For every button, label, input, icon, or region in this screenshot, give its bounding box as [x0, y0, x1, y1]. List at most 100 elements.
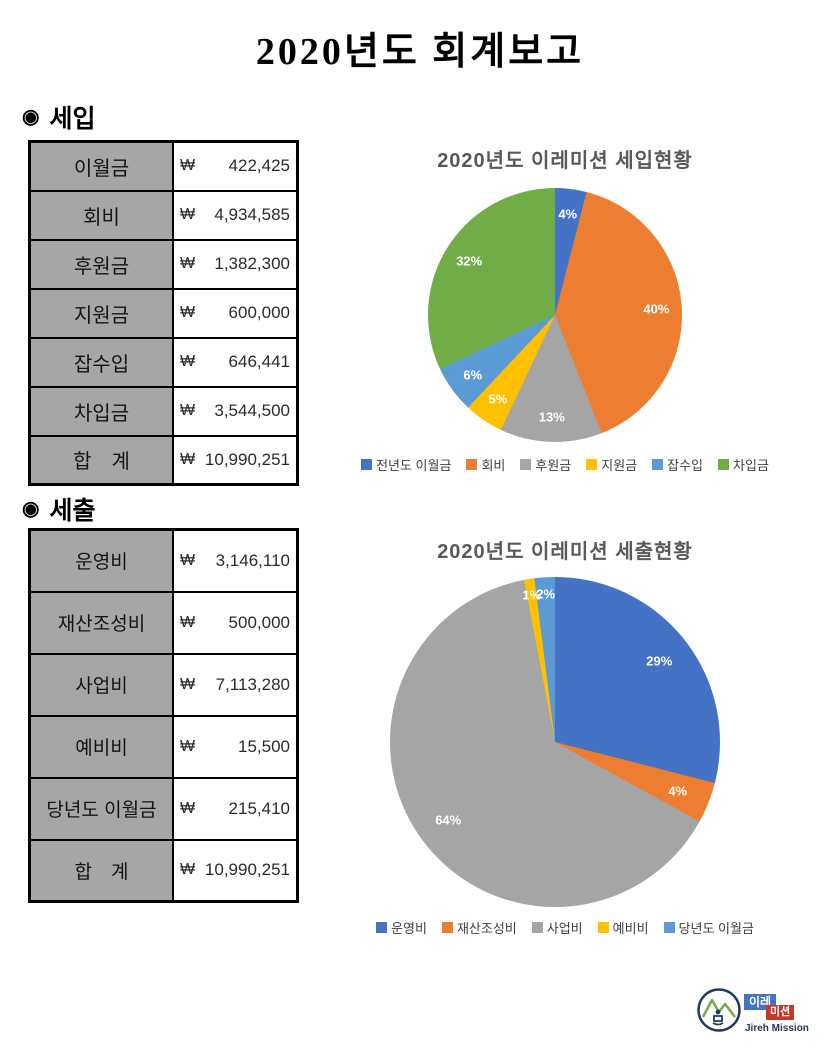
currency-symbol: ₩ — [180, 157, 196, 175]
legend-item: 차입금 — [718, 455, 769, 474]
legend-label: 후원금 — [535, 458, 572, 473]
legend-item: 예비비 — [597, 918, 649, 937]
row-label: 당년도 이월금 — [28, 776, 174, 841]
currency-symbol: ₩ — [180, 206, 196, 223]
table-row: 당년도 이월금 ₩215,410 — [28, 776, 299, 841]
expense-table: 운영비 ₩3,146,110 재산조성비 ₩500,000 사업비 ₩7,113… — [28, 528, 299, 903]
legend-label: 재산조성비 — [456, 921, 517, 936]
bullet-icon: ◉ — [22, 498, 40, 520]
revenue-table: 이월금 ₩422,425 회비 ₩4,934,585 후원금 ₩1,382,30… — [28, 140, 299, 486]
legend-item: 지원금 — [586, 455, 637, 474]
page-title: 2020년도 회계보고 — [255, 31, 585, 73]
table-row: 운영비 ₩3,146,110 — [28, 528, 299, 593]
legend-swatch — [376, 922, 388, 933]
legend-label: 사업비 — [546, 921, 583, 936]
currency-symbol: ₩ — [180, 675, 196, 693]
row-amount: 10,990,251 — [204, 449, 290, 469]
pie-slice-label: 4% — [668, 783, 688, 799]
legend-swatch — [652, 459, 664, 470]
currency-symbol: ₩ — [180, 450, 196, 468]
row-amount: 600,000 — [228, 303, 290, 322]
jireh-mission-logo: 이레 미션 Jireh Mission — [696, 985, 809, 1043]
currency-symbol: ₩ — [180, 255, 196, 272]
logo-caption: Jireh Mission — [745, 1023, 809, 1034]
revenue-chart-title: 2020년도 이레미션 세입현황 — [437, 150, 693, 172]
legend-label: 잡수입 — [667, 458, 704, 473]
table-row: 예비비 ₩15,500 — [28, 714, 299, 779]
currency-symbol: ₩ — [180, 304, 196, 321]
legend-label: 전년도 이월금 — [376, 458, 452, 473]
row-amount: 3,544,500 — [214, 401, 290, 420]
legend-item: 회비 — [466, 455, 505, 474]
row-amount: 646,441 — [228, 352, 290, 371]
pie-slice-label: 1% — [522, 587, 542, 603]
row-amount: 7,113,280 — [215, 674, 290, 694]
pie-slice-label: 13% — [538, 409, 565, 425]
legend-item: 사업비 — [531, 918, 583, 937]
legend-swatch — [597, 922, 609, 933]
row-label: 차입금 — [28, 385, 174, 437]
row-label: 회비 — [28, 189, 174, 241]
legend-item: 전년도 이월금 — [361, 455, 451, 474]
currency-symbol: ₩ — [180, 551, 196, 569]
expense-heading-label: 세출 — [49, 497, 96, 525]
pie-slice-label: 64% — [435, 812, 462, 828]
jireh-logo-mark-icon — [697, 988, 741, 1032]
revenue-heading-label: 세입 — [49, 105, 96, 133]
legend-label: 운영비 — [391, 921, 427, 936]
expense-chart-title: 2020년도 이레미션 세출현황 — [437, 541, 693, 563]
expense-chart-legend: 운영비 재산조성비 사업비 예비비 당년도 이월금 — [315, 918, 815, 937]
pie-slice-label: 32% — [456, 253, 483, 269]
row-amount: 4,934,585 — [214, 205, 290, 224]
currency-symbol: ₩ — [180, 402, 196, 419]
legend-swatch — [531, 922, 543, 933]
row-label: 잡수입 — [28, 336, 174, 388]
legend-swatch — [718, 459, 730, 470]
table-total-row: 합 계 ₩10,990,251 — [28, 434, 299, 486]
currency-symbol: ₩ — [180, 613, 196, 631]
row-amount: 422,425 — [228, 156, 290, 176]
table-row: 차입금 ₩3,544,500 — [28, 385, 299, 437]
row-label: 이월금 — [28, 140, 174, 192]
row-label: 지원금 — [28, 287, 174, 339]
pie-slice-label: 2% — [536, 586, 556, 602]
currency-symbol: ₩ — [180, 799, 196, 817]
legend-item: 후원금 — [520, 455, 571, 474]
table-row: 후원금 ₩1,382,300 — [28, 238, 299, 290]
row-label: 합 계 — [28, 434, 174, 486]
row-amount: 10,990,251 — [204, 860, 290, 880]
pie-slice-label: 6% — [463, 367, 483, 383]
row-label: 후원금 — [28, 238, 174, 290]
table-total-row: 합 계 ₩10,990,251 — [28, 838, 299, 903]
row-label: 운영비 — [28, 528, 174, 593]
legend-swatch — [441, 922, 453, 933]
legend-label: 지원금 — [601, 458, 638, 473]
row-label: 재산조성비 — [28, 590, 174, 655]
pie-slice-label: 5% — [488, 391, 508, 407]
legend-swatch — [520, 459, 532, 470]
legend-label: 예비비 — [612, 921, 649, 936]
legend-swatch — [663, 922, 675, 933]
table-row: 지원금 ₩600,000 — [28, 287, 299, 339]
row-amount: 15,500 — [238, 736, 290, 756]
expense-pie-chart: 29% 4% 64% 1% 2% — [390, 577, 720, 907]
table-row: 회비 ₩4,934,585 — [28, 189, 299, 241]
row-label: 합 계 — [28, 838, 174, 903]
logo-name-bottom: 미션 — [766, 1005, 795, 1020]
table-row: 이월금 ₩422,425 — [28, 140, 299, 192]
bullet-icon: ◉ — [22, 106, 40, 128]
legend-label: 당년도 이월금 — [678, 921, 754, 936]
legend-swatch — [586, 459, 598, 470]
legend-item: 잡수입 — [652, 455, 703, 474]
row-amount: 215,410 — [228, 798, 290, 818]
row-amount: 500,000 — [228, 612, 290, 632]
revenue-section-heading: ◉ 세입 — [22, 99, 95, 135]
table-row: 사업비 ₩7,113,280 — [28, 652, 299, 717]
currency-symbol: ₩ — [180, 861, 196, 879]
revenue-pie-chart: 4% 40% 13% 5% 6% 32% — [428, 188, 682, 442]
legend-item: 운영비 — [376, 918, 427, 937]
table-row: 재산조성비 ₩500,000 — [28, 590, 299, 655]
pie-slice-label: 4% — [558, 206, 578, 222]
row-label: 예비비 — [28, 714, 174, 779]
